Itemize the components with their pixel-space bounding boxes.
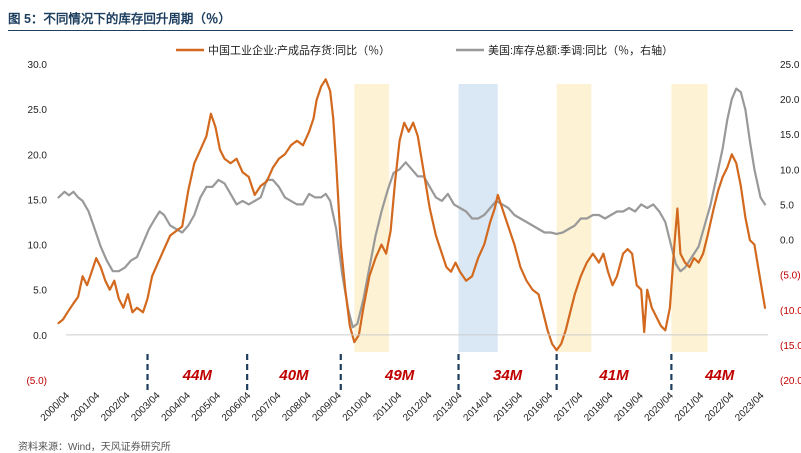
right-tick-label: (5.0) bbox=[780, 271, 801, 282]
right-tick-label: (10.0) bbox=[780, 306, 801, 317]
chart-title: 图 5：不同情况下的库存回升周期（％） bbox=[8, 12, 231, 26]
series-lines bbox=[57, 78, 767, 352]
source-note: 资料来源：Wind，天风证券研究所 bbox=[18, 442, 171, 453]
x-tick-label: 2010/04 bbox=[341, 390, 375, 424]
right-tick-label: 5.0 bbox=[780, 200, 794, 211]
left-tick-label: 0.0 bbox=[33, 331, 47, 342]
x-tick-label: 2006/04 bbox=[220, 390, 254, 424]
x-tick-label: 2008/04 bbox=[280, 390, 314, 424]
x-tick-label: 2012/04 bbox=[401, 390, 435, 424]
cycle-label: 41M bbox=[598, 367, 629, 384]
shaded-periods bbox=[354, 84, 708, 352]
right-tick-label: (15.0) bbox=[780, 341, 801, 352]
title-divider bbox=[8, 30, 793, 31]
x-tick-label: 2011/04 bbox=[371, 390, 404, 423]
cycle-label: 34M bbox=[493, 367, 523, 384]
right-tick-label: 20.0 bbox=[780, 95, 800, 106]
left-axis: 30.0 25.0 20.0 15.0 10.0 5.0 0.0 (5.0) bbox=[26, 60, 47, 387]
x-tick-label: 2004/04 bbox=[160, 390, 194, 424]
x-tick-label: 2001/04 bbox=[69, 390, 103, 424]
cycle-labels: 44M 40M 49M 34M 41M 44M bbox=[182, 367, 735, 384]
x-tick-label: 2002/04 bbox=[99, 390, 133, 424]
left-tick-label: 15.0 bbox=[28, 195, 48, 206]
right-axis: 25.0 20.0 15.0 10.0 5.0 0.0 (5.0) (10.0) (15.0) (… bbox=[780, 60, 801, 387]
left-tick-label: 25.0 bbox=[28, 105, 48, 116]
x-tick-label: 2019/04 bbox=[612, 390, 646, 424]
us-inventory-line bbox=[57, 87, 767, 329]
right-tick-label: (20.0) bbox=[780, 376, 801, 387]
x-tick-label: 2014/04 bbox=[461, 390, 495, 424]
right-tick-label: 10.0 bbox=[780, 165, 800, 176]
cycle-label: 49M bbox=[384, 367, 415, 384]
legend-label: 美国:库存总额:季调:同比（％，右轴） bbox=[488, 43, 673, 57]
x-tick-label: 2015/04 bbox=[492, 390, 526, 424]
x-tick-label: 2009/04 bbox=[311, 390, 345, 424]
x-tick-label: 2017/04 bbox=[552, 390, 586, 424]
x-tick-label: 2016/04 bbox=[522, 390, 556, 424]
right-tick-label: 25.0 bbox=[780, 60, 800, 71]
cycle-label: 40M bbox=[278, 367, 309, 384]
x-tick-label: 2023/04 bbox=[733, 390, 767, 424]
left-tick-label: 30.0 bbox=[28, 60, 48, 71]
cycle-label: 44M bbox=[182, 367, 213, 384]
shaded-period-1 bbox=[354, 84, 390, 352]
legend-label: 中国工业企业:产成品存货:同比（％） bbox=[208, 43, 390, 57]
x-tick-label: 2007/04 bbox=[250, 390, 284, 424]
left-tick-label: 10.0 bbox=[28, 241, 48, 252]
x-tick-label: 2003/04 bbox=[129, 390, 163, 424]
cycle-label: 44M bbox=[704, 367, 735, 384]
right-tick-label: 0.0 bbox=[780, 236, 794, 247]
x-tick-label: 2020/04 bbox=[643, 390, 677, 424]
legend: 中国工业企业:产成品存货:同比（％） 美国:库存总额:季调:同比（％，右轴） bbox=[176, 43, 673, 57]
x-tick-label: 2018/04 bbox=[582, 390, 616, 424]
china-inventory-line bbox=[57, 78, 767, 352]
left-tick-label: 5.0 bbox=[33, 286, 47, 297]
x-tick-label: 2021/04 bbox=[673, 390, 707, 424]
cycle-dividers bbox=[146, 354, 673, 393]
x-tick-label: 2000/04 bbox=[39, 390, 73, 424]
x-tick-label: 2005/04 bbox=[190, 390, 224, 424]
left-tick-label: (5.0) bbox=[26, 376, 47, 387]
right-tick-label: 15.0 bbox=[780, 130, 800, 141]
left-tick-label: 20.0 bbox=[28, 150, 48, 161]
x-tick-label: 2013/04 bbox=[431, 390, 465, 424]
x-tick-label: 2022/04 bbox=[703, 390, 737, 424]
